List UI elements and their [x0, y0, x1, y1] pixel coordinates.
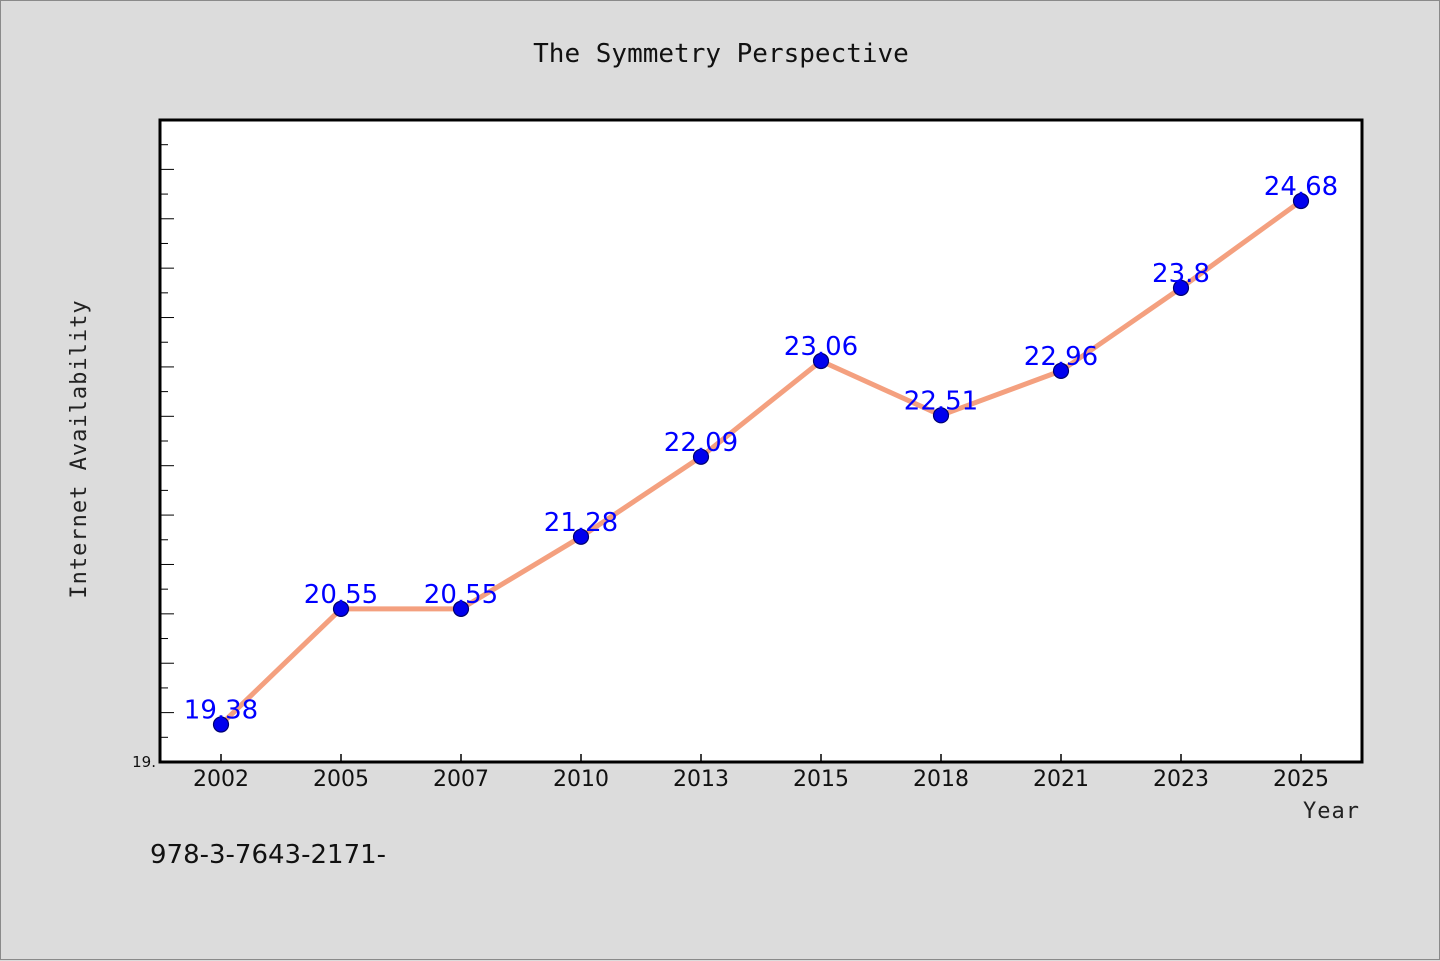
data-point — [212, 716, 230, 733]
data-label: 21.28 — [544, 508, 618, 538]
data-point — [1052, 362, 1070, 379]
data-point — [1172, 279, 1190, 297]
data-point — [812, 352, 830, 370]
series-line — [218, 198, 1304, 727]
x-tick-label: 2002 — [193, 767, 249, 792]
x-tick-label: 2005 — [313, 767, 369, 792]
data-point — [452, 600, 470, 618]
data-label: 22.51 — [904, 386, 978, 416]
series-internet-availability: 19.38 20.55 20.55 21.28 22.09 23.06 22.51 22.96… — [184, 172, 1338, 733]
data-point — [332, 600, 350, 618]
data-point — [1292, 192, 1310, 210]
data-label: 19.38 — [184, 695, 258, 725]
y-axis-ticks — [160, 144, 174, 738]
data-label: 20.55 — [304, 580, 378, 610]
data-point — [932, 407, 950, 424]
footer-isbn-text: 978-3-7643-2171- — [150, 840, 386, 870]
data-point — [692, 448, 710, 465]
data-label: 23.06 — [784, 332, 858, 362]
y-axis-label: Internet Availability — [67, 299, 92, 598]
x-axis-label: Year — [1303, 799, 1360, 824]
data-label: 22.96 — [1024, 342, 1098, 372]
y-tick-label: 19. — [132, 753, 156, 771]
data-label: 22.09 — [664, 428, 738, 458]
plot-frame — [158, 118, 1364, 764]
x-tick-label: 2021 — [1033, 767, 1089, 792]
x-tick-label: 2023 — [1153, 767, 1209, 792]
x-tick-label: 2015 — [793, 767, 849, 792]
data-point — [572, 528, 590, 545]
x-tick-label: 2025 — [1273, 767, 1329, 792]
x-tick-label: 2010 — [553, 767, 609, 792]
chart-title: The Symmetry Perspective — [533, 39, 909, 69]
data-label: 23.8 — [1152, 259, 1210, 289]
data-label: 20.55 — [424, 580, 498, 610]
x-axis-ticks: 2002 2005 2007 2010 2013 2015 2018 2021 2023 2025 — [193, 754, 1329, 792]
data-label: 24.68 — [1264, 172, 1338, 202]
x-tick-label: 2013 — [673, 767, 729, 792]
x-tick-label: 2007 — [433, 767, 489, 792]
x-tick-label: 2018 — [913, 767, 969, 792]
plot-area — [160, 120, 1362, 762]
